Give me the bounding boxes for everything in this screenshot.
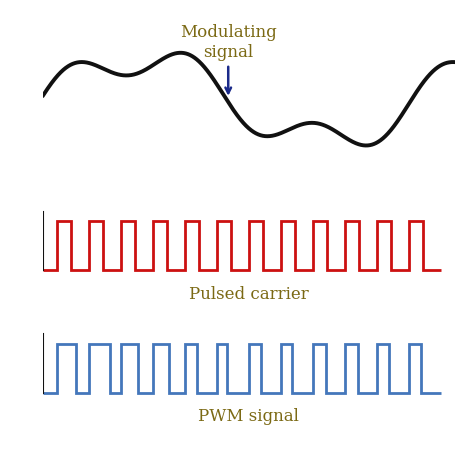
Text: Modulating
signal: Modulating signal	[180, 24, 277, 61]
Text: Pulsed carrier: Pulsed carrier	[189, 286, 309, 303]
Text: PWM signal: PWM signal	[199, 408, 299, 425]
